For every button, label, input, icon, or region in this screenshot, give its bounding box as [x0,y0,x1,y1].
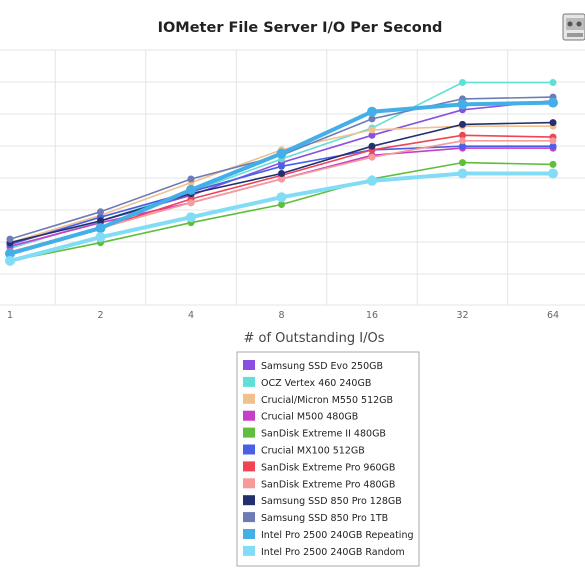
data-point [95,232,106,243]
legend-swatch [243,495,255,506]
data-point [459,159,466,167]
x-tick-label: 1 [7,310,13,321]
data-point [368,131,376,139]
data-point [6,235,14,243]
legend-label: Samsung SSD 850 Pro 128GB [261,496,402,507]
legend-item: OCZ Vertex 460 240GB [243,376,371,389]
data-point [95,223,106,234]
data-point [548,97,558,108]
data-point [549,119,557,127]
data-point [459,137,466,145]
data-point [368,126,376,134]
legend-swatch [243,444,255,455]
legend-swatch [243,360,255,370]
data-point [459,79,466,86]
legend-item: Intel Pro 2500 240GB Random [243,545,405,558]
data-point [186,212,196,223]
data-point [367,106,377,117]
data-point [549,160,557,168]
legend-item: SanDisk Extreme II 480GB [243,427,386,440]
x-tick-label: 64 [547,310,559,321]
data-point [368,142,376,150]
legend-swatch [243,529,255,539]
data-point [278,201,285,208]
logo-icon [562,13,585,41]
data-point [276,148,287,159]
x-tick-label: 32 [456,310,468,321]
legend-swatch [243,461,255,472]
series-layer [5,79,558,266]
data-point [368,153,376,161]
data-point [97,217,104,225]
legend-item: SanDisk Extreme Pro 480GB [243,478,395,490]
data-point [187,199,195,207]
legend-label: Samsung SSD 850 Pro 1TB [261,513,388,524]
data-point [549,137,557,145]
data-point [459,120,466,128]
data-point [278,175,285,183]
legend-label: OCZ Vertex 460 240GB [261,378,371,389]
legend-box [236,351,420,567]
data-point [549,79,557,86]
chart-title: IOMeter File Server I/O Per Second [158,20,443,36]
legend-label: SanDisk Extreme II 480GB [261,429,386,440]
legend-item: SanDisk Extreme Pro 960GB [243,461,395,473]
legend-label: SanDisk Extreme Pro 480GB [261,479,395,490]
data-point [186,184,196,195]
legend: Samsung SSD Evo 250GB OCZ Vertex 460 240G… [236,351,420,567]
legend-swatch [243,545,255,556]
x-tick-label: 4 [188,310,194,321]
legend-swatch [243,478,255,489]
legend-item: Samsung SSD 850 Pro 1TB [243,512,388,524]
x-tick-labels: 1 2 4 8 16 32 64 [7,310,559,321]
legend-label: Intel Pro 2500 240GB Repeating [261,530,414,541]
data-point [459,131,466,139]
legend-swatch [243,512,255,523]
series-line [9,171,553,263]
legend-item: Intel Pro 2500 240GB Repeating [243,529,414,541]
series-10 [5,97,558,259]
data-point [278,162,285,170]
series-11 [5,168,558,266]
legend-label: Samsung SSD Evo 250GB [261,361,383,372]
legend-item: Crucial MX100 512GB [243,444,365,457]
data-point [457,99,468,110]
legend-swatch [243,376,255,387]
x-axis-label: # of Outstanding I/Os [243,331,384,346]
legend-label: Intel Pro 2500 240GB Random [261,547,405,558]
data-point [97,208,104,216]
legend-label: Crucial M500 480GB [261,412,358,423]
legend-swatch [243,427,255,438]
series-8 [6,119,557,247]
data-point [549,142,557,150]
data-point [548,168,558,179]
data-point [5,248,15,259]
grid-lines [0,49,585,306]
legend-item: Crucial/Micron M550 512GB [243,393,393,406]
x-tick-label: 2 [97,310,103,321]
legend-swatch [243,410,255,421]
data-point [457,168,468,179]
legend-label: Crucial/Micron M550 512GB [261,395,393,406]
data-point [5,255,15,266]
data-point [368,115,376,123]
legend-label: Crucial MX100 512GB [261,446,365,457]
x-tick-label: 16 [366,310,378,321]
data-point [459,142,466,150]
x-tick-label: 8 [278,310,284,321]
data-point [278,170,285,177]
data-point [187,175,195,183]
legend-swatch [243,393,255,404]
data-point [367,175,377,186]
legend-item: Crucial M500 480GB [243,410,358,423]
legend-item: Samsung SSD Evo 250GB [243,360,383,372]
legend-label: SanDisk Extreme Pro 960GB [261,462,395,473]
data-point [276,192,287,203]
legend-item: Samsung SSD 850 Pro 128GB [243,495,402,507]
